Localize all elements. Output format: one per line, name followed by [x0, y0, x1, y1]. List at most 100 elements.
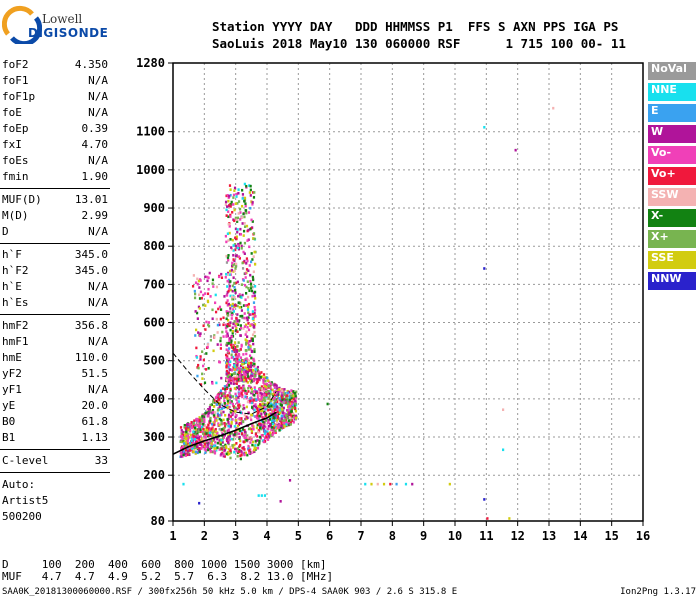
echo-point — [257, 398, 261, 401]
muf-table-distance-row: D 100 200 400 600 800 1000 1500 3000 [km… — [2, 558, 327, 571]
echo-point — [285, 396, 288, 400]
echo-point — [249, 279, 252, 283]
echo-point — [285, 402, 288, 406]
echo-point — [234, 291, 237, 295]
echo-point — [227, 349, 230, 353]
echo-point — [275, 384, 278, 388]
echo-point — [257, 494, 260, 497]
echo-point — [227, 239, 230, 242]
echo-point — [243, 373, 246, 376]
echo-point — [261, 387, 264, 391]
echo-point — [261, 423, 264, 427]
echo-point — [252, 270, 255, 274]
echo-point — [266, 430, 269, 434]
param-name: h`F2 — [2, 264, 29, 277]
echo-point — [245, 357, 248, 360]
echo-point — [249, 365, 253, 368]
echo-point — [290, 402, 294, 406]
echo-point — [203, 418, 206, 421]
lowell-digisonde-logo: Lowell DIGISONDE — [2, 4, 152, 54]
echo-point — [242, 362, 246, 365]
echo-point — [251, 379, 254, 383]
echo-point — [229, 213, 232, 217]
echo-point — [260, 412, 263, 416]
echo-point — [230, 200, 233, 204]
echo-point — [221, 429, 224, 433]
echo-point — [268, 394, 271, 397]
echo-point — [264, 406, 267, 409]
echo-point — [234, 265, 237, 268]
echo-point — [230, 356, 233, 359]
echo-point — [233, 219, 236, 223]
echo-point — [247, 376, 251, 380]
echo-point — [218, 323, 221, 327]
echo-point — [223, 406, 226, 409]
echo-point — [234, 248, 237, 252]
muf-table-muf-row: MUF 4.7 4.7 4.9 5.2 5.7 6.3 8.2 13.0 [MH… — [2, 570, 334, 583]
echo-point — [274, 383, 277, 387]
echo-point — [240, 216, 244, 219]
echo-point — [227, 384, 231, 387]
echo-point — [255, 426, 259, 430]
echo-point — [252, 398, 255, 402]
echo-point — [188, 432, 191, 436]
echo-point — [186, 453, 189, 457]
echo-point — [237, 406, 241, 410]
echo-point — [249, 282, 253, 286]
echo-point — [232, 376, 235, 380]
echo-point — [253, 388, 257, 392]
param-name: h`E — [2, 280, 22, 293]
echo-point — [230, 203, 233, 206]
echo-point — [237, 242, 240, 246]
echo-point — [213, 399, 216, 403]
echo-point — [229, 288, 232, 292]
echo-point — [249, 415, 252, 419]
echo-point — [286, 416, 289, 420]
echo-point — [274, 386, 277, 389]
echo-point — [241, 407, 245, 411]
echo-point — [181, 450, 184, 454]
echo-point — [229, 205, 232, 208]
echo-point — [258, 394, 261, 398]
x-tick-label: 10 — [448, 529, 462, 543]
echo-point — [234, 202, 237, 205]
echo-point — [247, 302, 250, 306]
param-name: D — [2, 225, 9, 238]
echo-point — [218, 448, 221, 451]
echo-point — [239, 324, 242, 327]
echo-point — [245, 262, 248, 265]
echo-point — [288, 422, 291, 426]
param-separator — [0, 243, 110, 244]
echo-point — [253, 348, 256, 351]
echo-point — [251, 191, 255, 194]
echo-point — [210, 427, 213, 431]
echo-point — [242, 229, 246, 233]
echo-point — [228, 398, 232, 402]
echo-point — [278, 388, 281, 391]
echo-point — [244, 417, 247, 421]
echo-point — [254, 434, 258, 437]
echo-point — [251, 310, 254, 313]
echo-point — [276, 390, 280, 394]
echo-point — [227, 424, 230, 428]
echo-point — [264, 399, 267, 403]
echo-point — [237, 432, 241, 436]
echo-point — [233, 377, 236, 381]
param-row-foe: foE N/A — [0, 105, 110, 121]
echo-point — [247, 386, 250, 390]
echo-point — [205, 428, 209, 432]
echo-point — [232, 310, 236, 313]
echo-point — [247, 365, 250, 368]
echo-point — [227, 254, 230, 257]
echo-point — [256, 439, 259, 442]
echo-point — [209, 428, 212, 432]
echo-point — [196, 432, 199, 436]
echo-point — [201, 377, 204, 380]
echo-point — [216, 431, 219, 435]
echo-point — [216, 408, 219, 412]
echo-point — [237, 379, 240, 383]
echo-point — [254, 441, 257, 445]
echo-point — [235, 350, 239, 353]
echo-point — [276, 410, 279, 413]
echo-point — [239, 418, 242, 422]
